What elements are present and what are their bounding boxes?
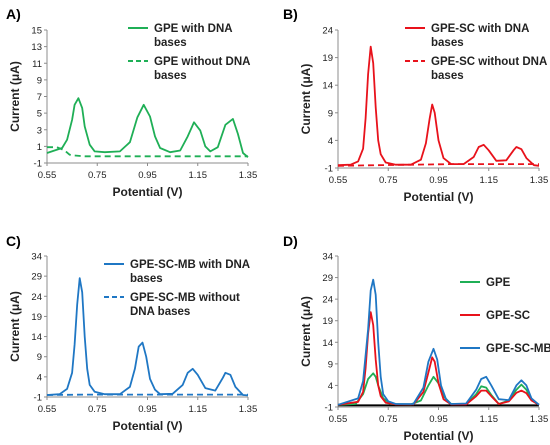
y-tick-label: 9 — [37, 75, 42, 86]
y-tick-label: 14 — [322, 81, 333, 92]
x-tick-label: 1.35 — [239, 404, 258, 415]
y-tick-label: 29 — [322, 273, 333, 284]
legend: GPE GPE-SC GPE-SC-MB — [460, 277, 550, 355]
legend-label: GPE with DNA bases — [154, 23, 233, 49]
y-tick-label: -1 — [325, 164, 333, 175]
x-tick-label: 1.35 — [530, 414, 549, 425]
x-tick-label: 0.75 — [379, 175, 398, 186]
series-line — [46, 277, 249, 397]
y-tick-label: 3 — [37, 125, 42, 136]
y-tick-label: 34 — [31, 252, 42, 263]
x-axis-title: Potential (V) — [403, 190, 473, 204]
y-tick-label: 24 — [322, 26, 333, 37]
x-axis-title: Potential (V) — [112, 185, 182, 199]
y-tick-label: 9 — [37, 352, 42, 363]
x-tick-label: 1.35 — [530, 175, 549, 186]
panel-label: A) — [6, 6, 21, 22]
series-line — [337, 311, 540, 406]
legend-label: GPE-SC-MB without DNA bases — [130, 292, 240, 318]
x-tick-label: 1.35 — [239, 170, 258, 181]
x-tick-label: 0.95 — [138, 404, 157, 415]
x-tick-label: 1.15 — [480, 175, 499, 186]
panel-label: B) — [283, 6, 298, 22]
legend-label: GPE-SC — [486, 310, 530, 322]
legend-label: GPE without DNA bases — [154, 56, 250, 82]
chart-panel-1: A)0.55 0.75 0.95 1.15 1.35-113579111315Poten… — [6, 6, 257, 199]
series-line — [337, 45, 540, 167]
y-tick-label: 24 — [31, 292, 42, 303]
y-tick-label: 4 — [37, 372, 42, 383]
legend: GPE-SC with DNA bases GPE-SC without DNA ba… — [405, 23, 547, 82]
x-tick-label: 1.15 — [480, 414, 499, 425]
panel-label: C) — [6, 233, 21, 249]
x-tick-label: 0.95 — [429, 414, 448, 425]
y-tick-label: 24 — [322, 295, 333, 306]
y-tick-label: 4 — [328, 136, 333, 147]
y-tick-label: 4 — [328, 381, 333, 392]
y-tick-label: 11 — [32, 59, 42, 70]
y-tick-label: 14 — [31, 332, 42, 343]
x-tick-label: 0.55 — [38, 404, 57, 415]
y-tick-label: 9 — [328, 359, 333, 370]
y-tick-label: 34 — [322, 252, 333, 263]
x-axis-title: Potential (V) — [112, 419, 182, 433]
y-tick-label: 19 — [322, 53, 333, 64]
chart-panel-2: B) 0.55 0.75 0.95 1.15 1.35 -1 4 9 14 19 24 Potentia… — [283, 6, 548, 204]
y-tick-label: 19 — [322, 316, 333, 327]
legend-label: GPE-SC-MB — [486, 343, 550, 355]
legend-label: GPE-SC with DNA bases — [431, 23, 529, 49]
y-axis-title: Current (μA) — [8, 61, 22, 132]
y-tick-label: 15 — [31, 26, 42, 37]
x-axis-title: Potential (V) — [403, 429, 473, 443]
x-tick-label: 0.75 — [379, 414, 398, 425]
y-tick-label: -1 — [34, 393, 42, 404]
panel-label: D) — [283, 233, 298, 249]
y-axis-title: Current (μA) — [299, 296, 313, 367]
x-tick-label: 0.95 — [429, 175, 448, 186]
y-tick-label: -1 — [325, 403, 333, 414]
x-tick-label: 0.75 — [88, 404, 107, 415]
x-tick-label: 0.55 — [329, 414, 348, 425]
x-tick-label: 0.75 — [88, 170, 107, 181]
y-tick-label: -1 — [34, 159, 42, 170]
series-line — [47, 146, 248, 158]
y-tick-label: 1 — [37, 142, 42, 153]
y-axis-title: Current (μA) — [299, 64, 313, 135]
y-tick-label: 29 — [31, 272, 42, 283]
legend: GPE with DNA bases GPE without DNA bases — [128, 23, 250, 82]
chart-panel-4: D) 0.55 0.75 0.95 1.15 1.35 -1 4 9 14 19 24 29 34 Pote… — [283, 233, 550, 443]
x-tick-label: 1.15 — [189, 404, 208, 415]
x-tick-label: 0.95 — [138, 170, 157, 181]
x-tick-label: 0.55 — [329, 175, 348, 186]
y-tick-label: 9 — [328, 108, 333, 119]
legend-label: GPE-SC-MB with DNA bases — [130, 259, 250, 285]
series-line — [337, 163, 539, 167]
legend-label: GPE-SC without DNA bases — [431, 56, 547, 82]
y-tick-label: 7 — [37, 92, 42, 103]
series-line — [337, 278, 540, 406]
y-tick-label: 13 — [31, 42, 42, 53]
chart-panel-3: C) 0.55 0.75 0.95 1.15 1.35 -1 4 9 14 19 24 29 34 Pote… — [6, 233, 257, 433]
y-axis-title: Current (μA) — [8, 291, 22, 362]
legend-label: GPE — [486, 277, 511, 289]
x-tick-label: 0.55 — [38, 170, 57, 181]
series-line — [46, 97, 249, 158]
legend: GPE-SC-MB with DNA bases GPE-SC-MB without… — [104, 259, 250, 318]
y-tick-label: 5 — [37, 109, 42, 120]
y-tick-label: 19 — [31, 312, 42, 323]
x-tick-label: 1.15 — [189, 170, 208, 181]
y-tick-label: 14 — [322, 338, 333, 349]
